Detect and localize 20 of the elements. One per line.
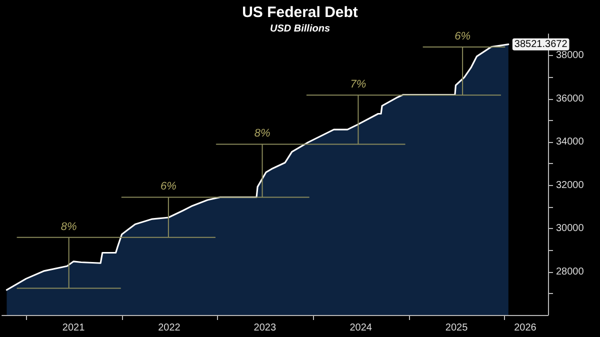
x-tick-label: 2021: [62, 322, 86, 334]
y-tick-label: 36000: [556, 93, 584, 104]
x-tick-label: 2022: [158, 322, 181, 334]
y-tick-label: 30000: [556, 223, 584, 234]
annotation: 8%: [60, 220, 78, 233]
x-tick-label: 2026: [514, 322, 537, 334]
chart-title: US Federal Debt: [242, 4, 358, 21]
y-tick-label: 32000: [556, 180, 584, 191]
x-tick-label: 2024: [350, 322, 372, 334]
annotation: 6%: [160, 180, 177, 193]
data-label: 38521.3672: [514, 38, 568, 50]
y-tick-label: 34000: [556, 136, 584, 148]
y-tick-label: 28000: [556, 266, 584, 278]
y-tick-label: 38000: [556, 50, 584, 62]
annotation: 7%: [350, 78, 366, 91]
annotation: 8%: [254, 128, 270, 140]
chart-subtitle: USD Billions: [270, 24, 330, 34]
x-tick-label: 2025: [445, 322, 468, 334]
x-tick-label: 2023: [254, 322, 276, 334]
annotation: 6%: [454, 30, 471, 42]
